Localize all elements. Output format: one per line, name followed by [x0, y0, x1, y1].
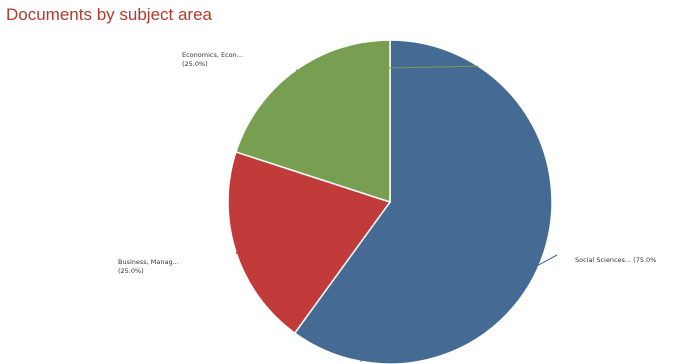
pie-slice-3 — [234, 39, 391, 204]
leader-line-1 — [360, 254, 558, 362]
slice-label-1: Social Sciences... (75.0% — [575, 256, 656, 264]
chart-title: Documents by subject area — [6, 5, 212, 24]
pie-slice-1 — [293, 39, 553, 364]
slice-label-3: Economics, Econ... (25.0%) — [182, 51, 243, 68]
slice-label-2: Business, Manag... (25.0%) — [118, 258, 179, 275]
leader-line-3 — [295, 65, 479, 71]
pie-slice-2 — [227, 150, 392, 335]
